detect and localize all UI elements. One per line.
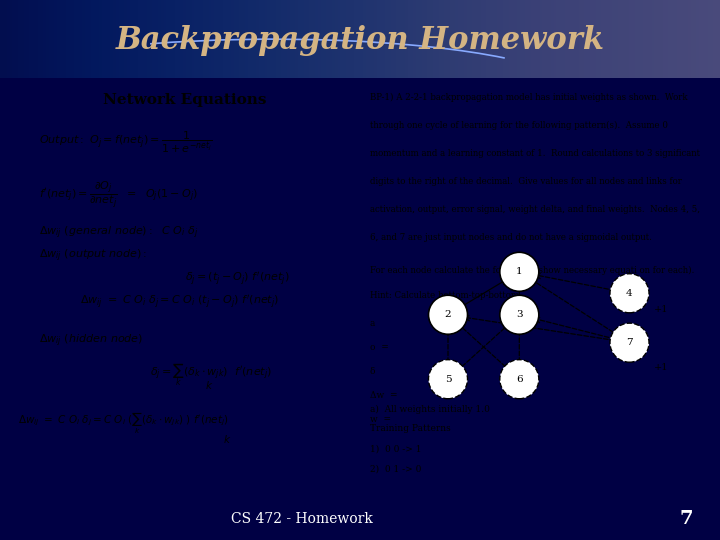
- Text: $\Delta w_{ij}\ (hidden\ node)$: $\Delta w_{ij}\ (hidden\ node)$: [39, 332, 143, 349]
- Text: $\Delta w_{ij}\ =\ C\ O_i\ \delta_j = C\ O_i\ (t_j - O_j)\ f'(net_j)$: $\Delta w_{ij}\ =\ C\ O_i\ \delta_j = C\…: [81, 294, 279, 312]
- Text: digits to the right of the decimal.  Give values for all nodes and links for: digits to the right of the decimal. Give…: [370, 177, 682, 186]
- Text: activation, output, error signal, weight delta, and final weights.  Nodes 4, 5,: activation, output, error signal, weight…: [370, 205, 700, 214]
- Text: Training Patterns: Training Patterns: [370, 424, 451, 434]
- Text: 4: 4: [626, 289, 633, 298]
- Text: $f'(net_j) = \dfrac{\partial O_j}{\partial net_j}\ \ =\ \ O_j(1 - O_j)$: $f'(net_j) = \dfrac{\partial O_j}{\parti…: [39, 179, 198, 211]
- Text: $\Delta w_{ij}\ (general\ node):\ \ C\ O_i\ \delta_j$: $\Delta w_{ij}\ (general\ node):\ \ C\ O…: [39, 225, 199, 241]
- Text: Hint: Calculate bottom-top-bottom.: Hint: Calculate bottom-top-bottom.: [370, 291, 521, 300]
- Text: $\delta_j = \sum_k (\delta_k \cdot w_{jk})\ \ f'(net_j)$: $\delta_j = \sum_k (\delta_k \cdot w_{jk…: [150, 361, 272, 388]
- Text: 6, and 7 are just input nodes and do not have a sigmoidal output.: 6, and 7 are just input nodes and do not…: [370, 233, 652, 242]
- Ellipse shape: [428, 360, 467, 399]
- Text: +1: +1: [654, 363, 668, 372]
- Text: Δw  =: Δw =: [370, 390, 397, 400]
- Text: $\Delta w_{ij}\ =\ C\ O_i\ \delta_j = C\ O_i\ (\sum_k (\delta_k \cdot w_{jk})\ ): $\Delta w_{ij}\ =\ C\ O_i\ \delta_j = C\…: [18, 411, 228, 436]
- Text: momentum and a learning constant of 1.  Round calculations to 3 significant: momentum and a learning constant of 1. R…: [370, 149, 700, 158]
- Text: 5: 5: [445, 375, 451, 384]
- Text: For each node calculate the following (show necessary equati on for each).: For each node calculate the following (s…: [370, 266, 694, 274]
- Text: 6: 6: [516, 375, 523, 384]
- Text: +1: +1: [654, 305, 668, 314]
- Ellipse shape: [500, 295, 539, 334]
- Ellipse shape: [500, 252, 539, 291]
- Ellipse shape: [610, 323, 649, 362]
- Text: through one cycle of learning for the following pattern(s).  Assume 0: through one cycle of learning for the fo…: [370, 121, 667, 130]
- Text: CS 472 - Homework: CS 472 - Homework: [231, 512, 374, 526]
- Text: o  =: o =: [370, 343, 389, 352]
- Text: w  =: w =: [370, 415, 391, 423]
- Text: 7: 7: [679, 510, 693, 528]
- Text: $\Delta w_{ij}\ (output\ node):$: $\Delta w_{ij}\ (output\ node):$: [39, 248, 147, 264]
- Text: a: a: [370, 319, 375, 328]
- Text: 2)  0 1 -> 0: 2) 0 1 -> 0: [370, 464, 421, 473]
- Text: 3: 3: [516, 310, 523, 319]
- Text: Network Equations: Network Equations: [103, 93, 267, 107]
- Text: $k$: $k$: [205, 379, 214, 390]
- Text: a)  All weights initially 1.0: a) All weights initially 1.0: [370, 404, 490, 414]
- Text: $Output:\ O_j = f(net_j) = \dfrac{1}{1+e^{-net_j}}$: $Output:\ O_j = f(net_j) = \dfrac{1}{1+e…: [39, 130, 212, 155]
- Ellipse shape: [610, 274, 649, 313]
- Text: Backpropagation Homework: Backpropagation Homework: [115, 25, 605, 56]
- Text: 2: 2: [445, 310, 451, 319]
- Ellipse shape: [500, 360, 539, 399]
- Text: 1)  0 0 -> 1: 1) 0 0 -> 1: [370, 444, 421, 453]
- Text: BP-1) A 2-2-1 backpropagation model has initial weights as shown.  Work: BP-1) A 2-2-1 backpropagation model has …: [370, 93, 688, 102]
- Text: $\delta_j = (t_j - O_j)\ f'(net_j)$: $\delta_j = (t_j - O_j)\ f'(net_j)$: [185, 271, 289, 288]
- Text: δ: δ: [370, 367, 375, 376]
- Ellipse shape: [428, 295, 467, 334]
- Text: 7: 7: [626, 338, 633, 347]
- Text: 1: 1: [516, 267, 523, 276]
- Text: $k$: $k$: [222, 433, 231, 445]
